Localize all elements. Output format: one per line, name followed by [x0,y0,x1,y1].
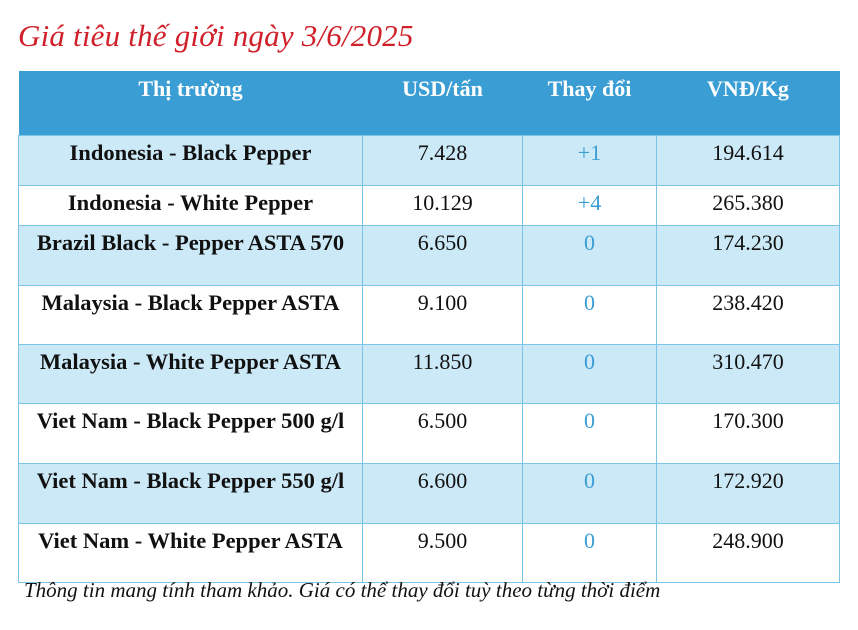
column-header-usd-per-ton: USD/tấn [362,71,523,136]
market-cell: Brazil Black - Pepper ASTA 570 [18,225,363,286]
market-cell: Malaysia - Black Pepper ASTA [18,285,363,345]
vnd-per-kg-cell: 265.380 [656,185,840,226]
change-cell: 0 [522,344,657,404]
table-row: Viet Nam - Black Pepper 550 g/l 6.600 0 172… [18,463,840,524]
table-row: Viet Nam - White Pepper ASTA 9.500 0 248.90… [18,523,840,583]
column-header-change: Thay đổi [522,71,657,136]
change-cell: +1 [522,135,657,186]
change-cell: 0 [522,225,657,286]
table-row: Indonesia - White Pepper 10.129 +4 265.380 [18,185,840,226]
vnd-per-kg-cell: 238.420 [656,285,840,345]
usd-per-ton-cell: 6.500 [362,403,523,464]
column-header-market: Thị trường [18,71,363,136]
change-cell: +4 [522,185,657,226]
table-row: Indonesia - Black Pepper 7.428 +1 194.614 [18,135,840,186]
vnd-per-kg-cell: 174.230 [656,225,840,286]
usd-per-ton-cell: 6.600 [362,463,523,524]
market-cell: Viet Nam - Black Pepper 550 g/l [18,463,363,524]
change-cell: 0 [522,523,657,583]
change-cell: 0 [522,285,657,345]
market-cell: Viet Nam - Black Pepper 500 g/l [18,403,363,464]
table-row: Brazil Black - Pepper ASTA 570 6.650 0 174.… [18,225,840,286]
pepper-price-table: Thị trường USD/tấn Thay đổi VNĐ/Kg Indon… [18,71,840,583]
vnd-per-kg-cell: 310.470 [656,344,840,404]
market-cell: Indonesia - White Pepper [18,185,363,226]
vnd-per-kg-cell: 194.614 [656,135,840,186]
table-row: Malaysia - Black Pepper ASTA 9.100 0 238.42… [18,285,840,345]
change-cell: 0 [522,463,657,524]
column-header-vnd-per-kg: VNĐ/Kg [656,71,840,136]
usd-per-ton-cell: 7.428 [362,135,523,186]
page-title: Giá tiêu thế giới ngày 3/6/2025 [18,18,414,53]
table-row: Viet Nam - Black Pepper 500 g/l 6.500 0 170… [18,403,840,464]
usd-per-ton-cell: 11.850 [362,344,523,404]
vnd-per-kg-cell: 248.900 [656,523,840,583]
usd-per-ton-cell: 10.129 [362,185,523,226]
market-cell: Viet Nam - White Pepper ASTA [18,523,363,583]
usd-per-ton-cell: 6.650 [362,225,523,286]
usd-per-ton-cell: 9.500 [362,523,523,583]
table-row: Malaysia - White Pepper ASTA 11.850 0 310.4… [18,344,840,404]
footnote: Thông tin mang tính tham khảo. Giá có th… [24,578,661,602]
table-header-row: Thị trường USD/tấn Thay đổi VNĐ/Kg [18,71,840,136]
vnd-per-kg-cell: 172.920 [656,463,840,524]
market-cell: Malaysia - White Pepper ASTA [18,344,363,404]
usd-per-ton-cell: 9.100 [362,285,523,345]
vnd-per-kg-cell: 170.300 [656,403,840,464]
change-cell: 0 [522,403,657,464]
market-cell: Indonesia - Black Pepper [18,135,363,186]
